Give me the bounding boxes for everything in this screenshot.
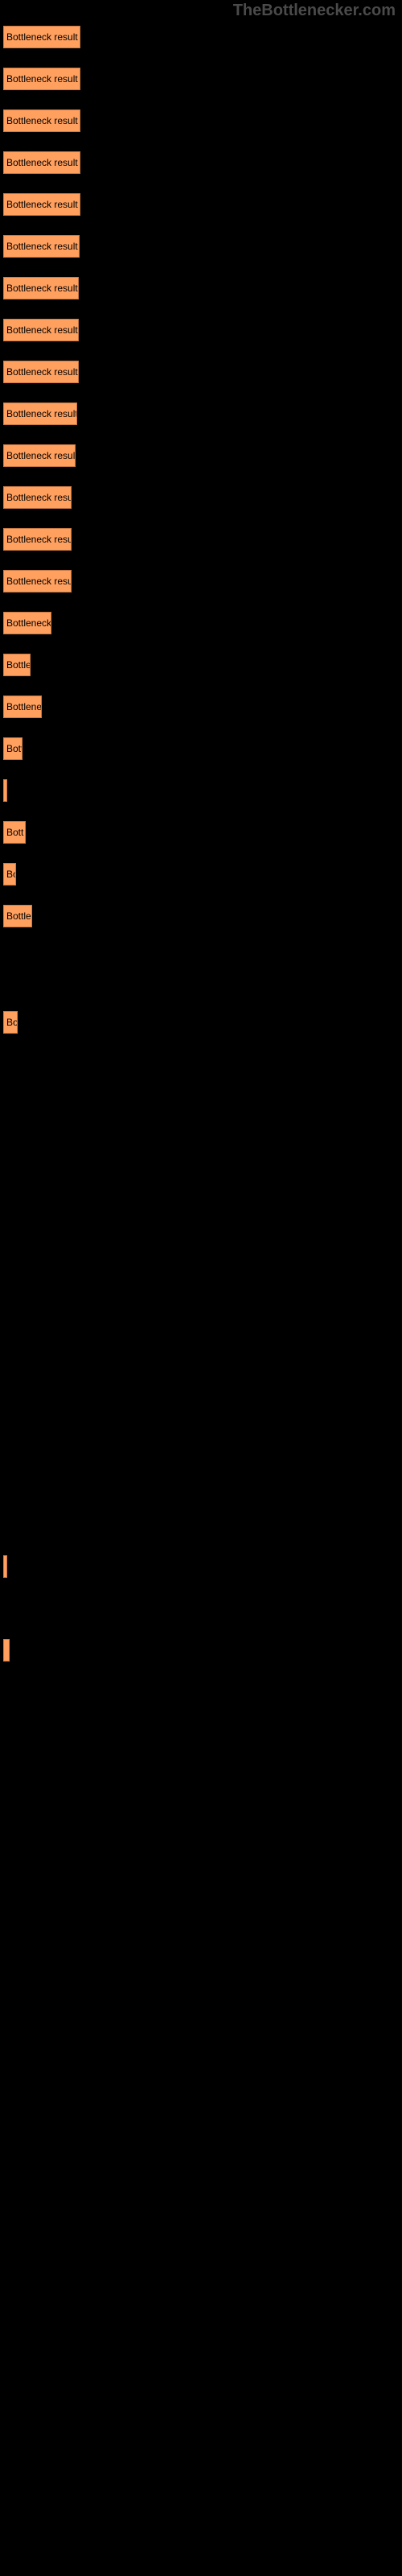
bar-row: Bottleneck result	[3, 103, 402, 138]
bar-label: Bottleneck result	[6, 241, 78, 252]
bar: Bott	[3, 821, 26, 844]
bar-label: Bott	[6, 743, 23, 754]
bar-row	[3, 1172, 402, 1208]
bar-label: Bottleneck result	[6, 324, 78, 336]
bar-row: Bottleneck result	[3, 187, 402, 222]
bar-row: Bottle	[3, 898, 402, 934]
bar-row	[3, 940, 402, 976]
watermark-text: TheBottlenecker.com	[233, 2, 396, 20]
bar-label: Bottleneck result	[6, 366, 78, 378]
bar-row	[3, 1088, 402, 1124]
bar-label: Bottleneck	[6, 701, 42, 712]
bar-row	[3, 1591, 402, 1626]
bar: Bo	[3, 1011, 18, 1034]
bar-row	[3, 1549, 402, 1584]
bar-row	[3, 1465, 402, 1501]
bar: Bottleneck result	[3, 528, 72, 551]
bar-label: Bottleneck	[6, 617, 51, 629]
bar-row: Bott	[3, 815, 402, 850]
bar	[3, 1555, 7, 1578]
bar-row	[3, 1633, 402, 1668]
bar-row: Bo	[3, 857, 402, 892]
bar: Bottleneck result	[3, 570, 72, 592]
bar-label: Bottleneck result	[6, 450, 76, 461]
bar-row: Bottleneck result	[3, 564, 402, 599]
bar-label: Bottleneck result	[6, 115, 78, 126]
bar-row: Bottleneck result	[3, 438, 402, 473]
bar-row	[3, 1381, 402, 1417]
bar: Bottle	[3, 905, 32, 927]
bar-row: Bottleneck result	[3, 480, 402, 515]
bar: Bottleneck result	[3, 26, 80, 48]
bar-row	[3, 1256, 402, 1291]
bar: Bottleneck result	[3, 361, 79, 383]
bar-label: Bottleneck result	[6, 576, 72, 587]
bar-row: Bo	[3, 1005, 402, 1040]
bar: Bo	[3, 863, 16, 886]
bar: Bottleneck	[3, 612, 51, 634]
bar: Bottleneck result	[3, 319, 79, 341]
bar-row: Bottleneck	[3, 605, 402, 641]
bar-row	[3, 1507, 402, 1542]
bar-label: Bottleneck result	[6, 157, 78, 168]
bar-label: Bo	[6, 1017, 18, 1028]
bar: Bottleneck result	[3, 277, 79, 299]
bar-label: Bott	[6, 827, 23, 838]
bar-label: Bo	[6, 869, 16, 880]
bar-row: Bottleneck result	[3, 19, 402, 55]
bar-label: Bottleneck result	[6, 199, 78, 210]
bar: Bottleneck result	[3, 444, 76, 467]
bar-row	[3, 1298, 402, 1333]
bar-label: Bottle	[6, 910, 31, 922]
bar: Bottle	[3, 654, 31, 676]
bar-row: Bottle	[3, 647, 402, 683]
bar-label: Bottleneck result	[6, 31, 78, 43]
bar-row: Bottleneck result	[3, 229, 402, 264]
bar: Bott	[3, 737, 23, 760]
bar-row	[3, 1214, 402, 1249]
bar: Bottleneck result	[3, 151, 80, 174]
bar-label: Bottleneck result	[6, 73, 78, 85]
bar	[3, 1639, 10, 1662]
bar-row: Bott	[3, 731, 402, 766]
bar-label: Bottleneck result	[6, 408, 77, 419]
bar-row: Bottleneck result	[3, 145, 402, 180]
bar-row: Bottleneck result	[3, 354, 402, 390]
bar-row: Bottleneck	[3, 689, 402, 724]
bar-row	[3, 1423, 402, 1459]
bar	[3, 779, 7, 802]
bar-row	[3, 773, 402, 808]
bar-label: Bottleneck result	[6, 534, 72, 545]
bar-row	[3, 1130, 402, 1166]
bar-label: Bottleneck result	[6, 283, 78, 294]
bar-label: Bottleneck result	[6, 492, 72, 503]
bar: Bottleneck result	[3, 109, 80, 132]
bar-row	[3, 1340, 402, 1375]
bar-row	[3, 1046, 402, 1082]
bar-row: Bottleneck result	[3, 312, 402, 348]
bar-chart: Bottleneck result Bottleneck result Bottle…	[0, 0, 402, 1668]
bar: Bottleneck result	[3, 68, 80, 90]
bar-row: Bottleneck result	[3, 396, 402, 431]
bar: Bottleneck	[3, 696, 42, 718]
bar-row: Bottleneck result	[3, 270, 402, 306]
bar-row: Bottleneck result	[3, 522, 402, 557]
bar-label: Bottle	[6, 659, 31, 671]
bar: Bottleneck result	[3, 193, 80, 216]
bar: Bottleneck result	[3, 402, 77, 425]
bar: Bottleneck result	[3, 235, 80, 258]
bar: Bottleneck result	[3, 486, 72, 509]
bar-row: Bottleneck result	[3, 61, 402, 97]
